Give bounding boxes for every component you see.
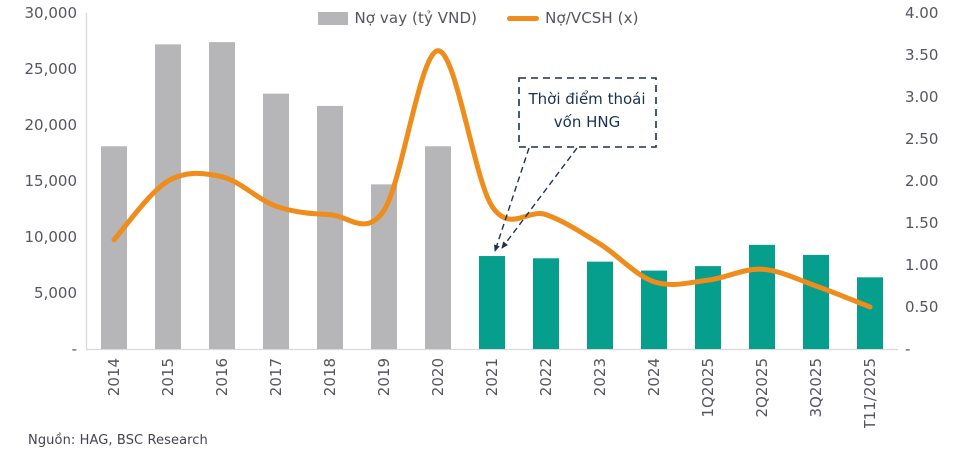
bar-2022 bbox=[533, 258, 559, 349]
right-axis-tick: 1.50 bbox=[905, 214, 938, 232]
x-axis-label-2019: 2019 bbox=[375, 358, 393, 396]
bar-series-label: Nợ vay (tỷ VND) bbox=[354, 9, 478, 27]
line-series-swatch bbox=[507, 15, 540, 21]
annotation-text-line-1: Thời điểm thoái bbox=[527, 90, 645, 108]
debt-combo-chart: 30,000 25,000 20,000 15,000 10,000 5,000 - 4.00… bbox=[25, 4, 939, 428]
x-axis-label-2023: 2023 bbox=[591, 358, 609, 396]
right-axis-tick: - bbox=[905, 340, 910, 358]
x-axis-label-2018: 2018 bbox=[321, 358, 339, 396]
bar-2Q2025 bbox=[749, 244, 775, 349]
x-axis-label-2Q2025: 2Q2025 bbox=[753, 358, 771, 418]
left-axis-tick: 10,000 bbox=[25, 228, 78, 246]
annotation-text-line-2: vốn HNG bbox=[554, 113, 620, 131]
right-axis-tick: 1.00 bbox=[905, 256, 938, 274]
chart-legend: Nợ vay (tỷ VND) Nợ/VCSH (x) bbox=[0, 9, 957, 27]
annotation-leader-2 bbox=[501, 147, 578, 249]
x-axis-label-2016: 2016 bbox=[213, 358, 231, 396]
bar-2021 bbox=[479, 256, 505, 349]
annotation-leader-1 bbox=[494, 147, 530, 252]
left-axis-tick: 30,000 bbox=[25, 4, 78, 22]
left-axis-tick: 15,000 bbox=[25, 172, 78, 190]
x-axis-label-2020: 2020 bbox=[429, 358, 447, 396]
legend-item-line-series: Nợ/VCSH (x) bbox=[507, 9, 638, 27]
x-axis-label-2024: 2024 bbox=[645, 358, 663, 396]
left-axis-tick: 5,000 bbox=[34, 284, 77, 302]
bar-2023 bbox=[587, 261, 613, 349]
x-axis-label-2022: 2022 bbox=[537, 358, 555, 396]
bar-2020 bbox=[425, 146, 451, 349]
legend-item-bar-series: Nợ vay (tỷ VND) bbox=[318, 9, 477, 27]
right-axis-tick: 4.00 bbox=[905, 4, 938, 22]
right-axis-tick: 0.50 bbox=[905, 298, 938, 316]
x-axis-label-2021: 2021 bbox=[483, 358, 501, 396]
bar-2014 bbox=[101, 146, 127, 349]
source-note: Nguồn: HAG, BSC Research bbox=[28, 433, 208, 448]
x-axis-label-2017: 2017 bbox=[267, 358, 285, 396]
annotation-box bbox=[518, 77, 657, 148]
right-axis-tick: 3.00 bbox=[905, 88, 938, 106]
bar-2018 bbox=[317, 105, 343, 350]
bar-series-swatch bbox=[318, 11, 349, 25]
right-axis-tick: 3.50 bbox=[905, 46, 938, 64]
bar-2016 bbox=[209, 42, 235, 350]
ratio-line bbox=[111, 48, 873, 310]
x-axis-label-T11/2025: T11/2025 bbox=[861, 358, 879, 428]
left-axis-tick: 25,000 bbox=[25, 60, 78, 78]
x-axis-label-3Q2025: 3Q2025 bbox=[807, 358, 825, 418]
left-axis-tick: - bbox=[72, 340, 77, 358]
right-axis-tick: 2.50 bbox=[905, 130, 938, 148]
bar-2017 bbox=[263, 93, 289, 349]
left-axis-tick: 20,000 bbox=[25, 116, 78, 134]
x-axis-label-2014: 2014 bbox=[105, 358, 123, 396]
bar-3Q2025 bbox=[803, 254, 829, 349]
bar-2015 bbox=[155, 44, 181, 350]
x-axis-label-2015: 2015 bbox=[159, 358, 177, 396]
line-series-label: Nợ/VCSH (x) bbox=[545, 9, 639, 27]
bar-T11/2025 bbox=[857, 277, 883, 349]
right-axis-tick: 2.00 bbox=[905, 172, 938, 190]
x-axis-label-1Q2025: 1Q2025 bbox=[699, 358, 717, 418]
